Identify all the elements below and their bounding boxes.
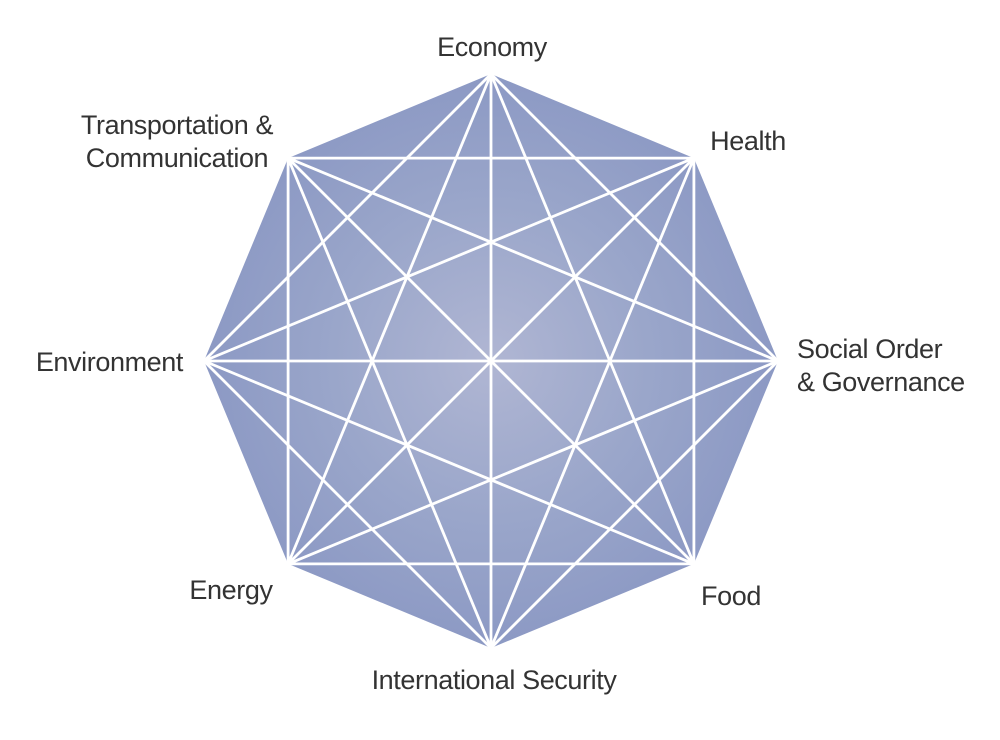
edge-economy--energy (286, 73, 493, 565)
node-label-line: Economy (437, 32, 548, 62)
node-label-food: Food (701, 581, 761, 611)
node-label-social-order-governance: Social Order & Governance (797, 334, 965, 397)
edge-social-order-governance--transportation-communication (287, 156, 779, 363)
node-label-transportation-communication: Transportation & Communication (81, 110, 274, 173)
node-label-line: Food (701, 581, 761, 611)
node-label-international-security: International Security (372, 665, 618, 695)
edge-social-order-governance--energy (287, 359, 779, 566)
node-label-line: International Security (372, 665, 618, 695)
edge-food--transportation-communication (287, 157, 695, 565)
node-label-health: Health (710, 126, 786, 156)
node-label-line: & Governance (797, 367, 965, 397)
edge-international-security--transportation-communication (286, 157, 493, 649)
node-label-economy: Economy (437, 32, 548, 62)
node-label-line: Transportation & (81, 110, 274, 140)
edge-international-security--environment (203, 360, 492, 649)
node-label-line: Social Order (797, 334, 943, 364)
edge-health--environment (203, 156, 695, 363)
edge-food--environment (203, 359, 695, 566)
edge-economy--food (489, 73, 696, 565)
node-label-environment: Environment (36, 347, 184, 377)
node-label-line: Environment (36, 347, 184, 377)
edge-health--international-security (489, 157, 696, 649)
node-label-line: Communication (86, 143, 268, 173)
node-label-energy: Energy (189, 575, 273, 605)
node-label-line: Energy (189, 575, 273, 605)
node-label-line: Health (710, 126, 786, 156)
